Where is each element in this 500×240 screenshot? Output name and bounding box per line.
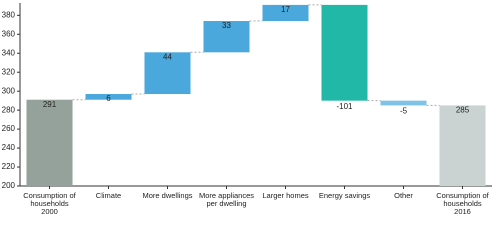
value-label: 33 bbox=[222, 21, 231, 30]
bar bbox=[26, 99, 73, 186]
bar bbox=[321, 4, 368, 101]
value-label: 285 bbox=[456, 106, 470, 115]
x-tick-label: Consumption of households 2000 bbox=[23, 191, 76, 216]
value-label: 6 bbox=[106, 94, 111, 103]
y-tick-label: 220 bbox=[2, 162, 16, 171]
page: 200 220 240 260 280 300 320 340 360 380 291 6 44 33 17… bbox=[2, 3, 492, 216]
x-tick-label: More appliances per dwelling bbox=[198, 191, 255, 208]
y-tick-label: 340 bbox=[2, 48, 16, 57]
y-tick-label: 320 bbox=[2, 67, 16, 76]
x-tick-label: More dwellings bbox=[142, 191, 193, 200]
x-tick-label: Climate bbox=[95, 191, 122, 200]
value-label: -5 bbox=[400, 107, 408, 116]
value-label: 17 bbox=[281, 5, 290, 14]
bar bbox=[439, 105, 486, 186]
x-tick-label: Other bbox=[394, 191, 413, 200]
y-tick-label: 240 bbox=[2, 143, 16, 152]
bar bbox=[144, 52, 191, 95]
bar bbox=[380, 100, 427, 106]
value-label: 291 bbox=[43, 100, 57, 109]
x-tick-label: Energy savings bbox=[318, 191, 371, 200]
bar bbox=[262, 4, 309, 22]
y-tick-label: 280 bbox=[2, 105, 16, 114]
y-tick-label: 300 bbox=[2, 86, 16, 95]
y-tick-label: 200 bbox=[2, 181, 16, 190]
y-tick-label: 260 bbox=[2, 124, 16, 133]
chart: 200 220 240 260 280 300 320 340 360 380 291 6 44 33 17… bbox=[2, 3, 492, 190]
bar bbox=[85, 94, 132, 100]
value-label: 44 bbox=[163, 52, 172, 61]
y-tick-label: 360 bbox=[2, 29, 16, 38]
value-label: -101 bbox=[336, 102, 353, 111]
bar bbox=[203, 21, 250, 53]
x-tick-label: Larger homes bbox=[262, 191, 309, 200]
x-tick-label: Consumption of households 2016 bbox=[436, 191, 489, 216]
y-tick-label: 380 bbox=[2, 10, 16, 19]
